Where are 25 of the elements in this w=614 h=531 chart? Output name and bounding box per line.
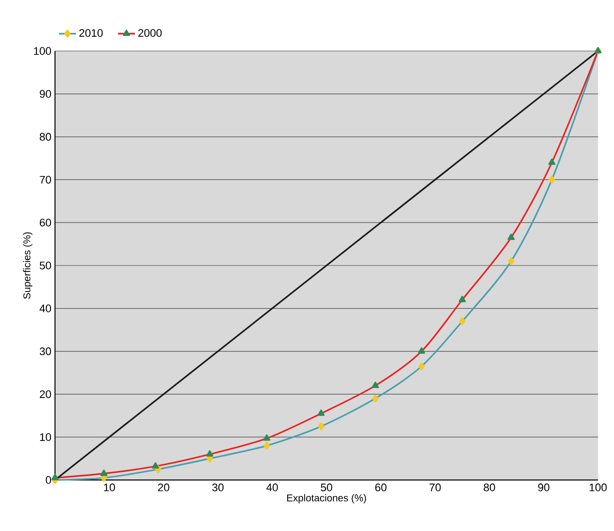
y-tick-label: 80	[40, 132, 52, 141]
x-tick-label: 40	[266, 484, 278, 492]
y-tick-label: 60	[40, 218, 52, 226]
x-tick-label: 90	[538, 484, 550, 492]
legend-label: 2010	[79, 29, 103, 37]
x-tick-label: 10	[104, 484, 115, 492]
y-tick-label: 100	[34, 47, 52, 55]
y-tick-label: 20	[40, 390, 52, 398]
x-axis-title: Explotaciones (%)	[287, 494, 366, 504]
y-tick-label: 10	[40, 433, 52, 441]
y-tick-label: 40	[40, 304, 52, 312]
y-axis-title: Superficies (%)	[23, 232, 32, 299]
y-tick-label: 0	[46, 476, 52, 484]
x-tick-label: 50	[320, 484, 332, 492]
legend-label: 2000	[138, 29, 162, 37]
x-tick-label: 100	[590, 484, 607, 492]
y-tick-label: 70	[40, 176, 52, 184]
y-tick-label: 90	[40, 90, 52, 98]
x-tick-label: 30	[212, 484, 224, 492]
y-tick-label: 50	[40, 262, 52, 270]
x-tick-label: 60	[375, 484, 386, 492]
x-tick-label: 20	[158, 484, 170, 492]
x-tick-label: 70	[430, 484, 441, 492]
y-tick-label: 30	[40, 347, 52, 356]
x-tick-label: 80	[484, 484, 496, 492]
